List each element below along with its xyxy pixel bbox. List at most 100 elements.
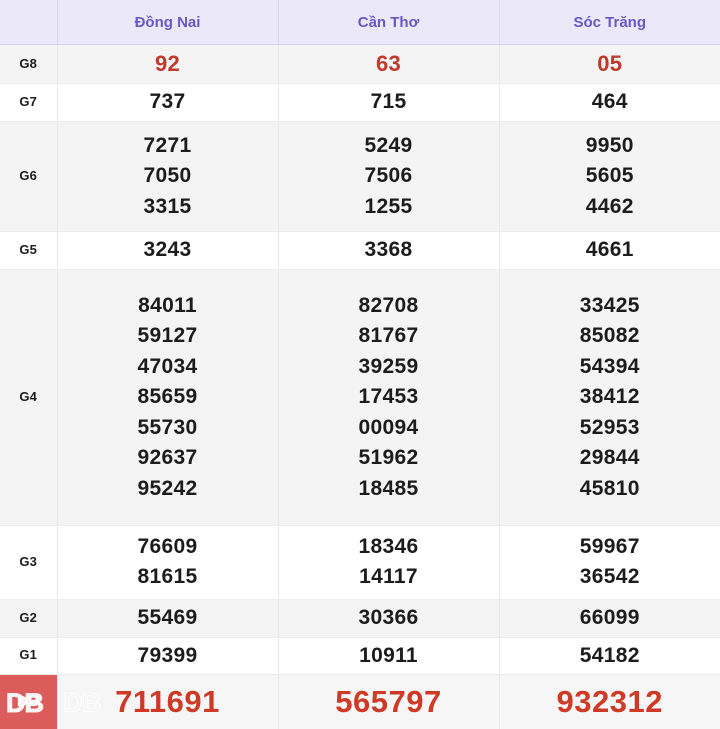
prize-cell-g4-dong-nai: 84011 59127 47034 85659 55730 92637 9524… [57, 269, 279, 526]
prize-cell-db-dong-nai: 711691 DB [57, 674, 279, 729]
table-row: G6 7271 7050 3315 5249 7506 1255 9950 56 [0, 121, 720, 233]
prize-number: 63 [375, 51, 402, 77]
table-row-special-prize: DB DB 711691 DB 565797 932312 [0, 674, 720, 729]
prize-cell-g8-can-tho: 63 [278, 44, 500, 85]
prize-number: 3315 [143, 194, 192, 218]
prize-label-g3: G3 [0, 525, 58, 600]
prize-number: 7050 [143, 164, 192, 188]
prize-number: 737 [149, 90, 186, 114]
prize-number: 10911 [359, 643, 418, 667]
prize-cell-g8-soc-trang: 05 [499, 44, 720, 85]
prize-cell-g3-can-tho: 18346 14117 [278, 525, 500, 600]
prize-number: 00094 [358, 415, 419, 439]
prize-number: 95242 [137, 476, 198, 500]
prize-number: 82708 [358, 293, 419, 317]
prize-number: 9950 [585, 133, 634, 157]
prize-label-g6: G6 [0, 121, 58, 233]
prize-label-g5: G5 [0, 231, 58, 270]
prize-number: 81767 [358, 324, 419, 348]
prize-cell-g3-soc-trang: 59967 36542 [499, 525, 720, 600]
prize-number: 66099 [579, 606, 640, 629]
prize-number: 30366 [358, 606, 419, 629]
prize-cell-g4-can-tho: 82708 81767 39259 17453 00094 51962 1848… [278, 269, 500, 526]
prize-number: 76609 [137, 534, 198, 558]
table-row: G1 79399 10911 54182 [0, 637, 720, 676]
watermark-overlay-secondary: DB [63, 687, 102, 718]
prize-number: 52953 [579, 415, 640, 439]
prize-cell-g5-dong-nai: 3243 [57, 231, 279, 270]
prize-cell-g6-can-tho: 5249 7506 1255 [278, 121, 500, 233]
prize-number: 33425 [579, 293, 640, 317]
prize-number: 92 [154, 51, 181, 77]
prize-number: 932312 [556, 683, 663, 719]
prize-cell-g8-dong-nai: 92 [57, 44, 279, 85]
prize-cell-g7-soc-trang: 464 [499, 83, 720, 122]
prize-number: 18346 [358, 534, 419, 558]
prize-number: 3243 [143, 238, 192, 262]
prize-cell-db-can-tho: 565797 [278, 674, 500, 729]
prize-cell-g7-can-tho: 715 [278, 83, 500, 122]
prize-number: 05 [597, 51, 623, 77]
prize-label-g7: G7 [0, 83, 58, 122]
prize-cell-g5-soc-trang: 4661 [499, 231, 720, 270]
prize-cell-g7-dong-nai: 737 [57, 83, 279, 122]
prize-label-g2: G2 [0, 599, 58, 638]
prize-number: 7506 [364, 164, 413, 188]
prize-cell-g4-soc-trang: 33425 85082 54394 38412 52953 29844 4581… [499, 269, 720, 526]
prize-number: 85082 [579, 324, 640, 348]
header-corner-cell [0, 0, 58, 45]
prize-number: 711691 [115, 683, 220, 719]
prize-number: 38412 [579, 385, 640, 409]
prize-cell-g6-soc-trang: 9950 5605 4462 [499, 121, 720, 233]
prize-cell-g2-can-tho: 30366 [278, 599, 500, 638]
prize-number: 1255 [364, 194, 413, 218]
prize-cell-g1-dong-nai: 79399 [57, 637, 279, 676]
prize-number: 54394 [579, 354, 640, 378]
prize-number: 47034 [137, 354, 198, 378]
prize-number: 55730 [137, 415, 198, 439]
table-row: G5 3243 3368 4661 [0, 231, 720, 270]
prize-number: 5605 [585, 164, 634, 188]
table-row: G2 55469 30366 66099 [0, 599, 720, 638]
header-province-can-tho[interactable]: Cần Thơ [278, 0, 500, 45]
header-province-dong-nai[interactable]: Đồng Nai [57, 0, 279, 45]
prize-number: 715 [370, 90, 407, 114]
prize-label-g4: G4 [0, 269, 58, 526]
prize-cell-db-soc-trang: 932312 [499, 674, 720, 729]
prize-cell-g1-soc-trang: 54182 [499, 637, 720, 676]
prize-number: 55469 [137, 606, 198, 629]
prize-cell-g5-can-tho: 3368 [278, 231, 500, 270]
header-row: Đồng Nai Cần Thơ Sóc Trăng [0, 0, 720, 45]
prize-number: 39259 [358, 354, 419, 378]
table-row: G4 84011 59127 47034 85659 55730 92637 9… [0, 269, 720, 526]
table-row: G8 92 63 05 [0, 44, 720, 85]
prize-cell-g1-can-tho: 10911 [278, 637, 500, 676]
prize-cell-g2-soc-trang: 66099 [499, 599, 720, 638]
prize-number: 4661 [585, 238, 634, 262]
prize-number: 5249 [364, 133, 413, 157]
prize-number: 17453 [358, 385, 419, 409]
prize-number: 29844 [579, 446, 640, 470]
prize-number: 3368 [364, 238, 413, 262]
table-row: G7 737 715 464 [0, 83, 720, 122]
prize-number: 85659 [137, 385, 198, 409]
prize-number: 84011 [138, 293, 197, 317]
prize-number: 18485 [358, 476, 419, 500]
prize-number: 464 [591, 90, 628, 114]
header-province-soc-trang[interactable]: Sóc Trăng [499, 0, 720, 45]
prize-number: 565797 [335, 683, 442, 719]
table-header: Đồng Nai Cần Thơ Sóc Trăng [0, 0, 720, 45]
db-label-text: DB [16, 693, 40, 711]
prize-number: 4462 [585, 194, 634, 218]
prize-cell-g2-dong-nai: 55469 [57, 599, 279, 638]
prize-number: 79399 [137, 643, 198, 667]
prize-number: 59127 [137, 324, 198, 348]
prize-label-g8: G8 [0, 44, 58, 85]
prize-label-db: DB DB [0, 674, 58, 729]
prize-number: 54182 [579, 643, 640, 667]
db-label-inner: DB DB [0, 675, 57, 729]
table-body: G8 92 63 05 G7 737 715 464 [0, 44, 720, 729]
prize-number: 59967 [579, 534, 640, 558]
prize-number: 81615 [137, 565, 198, 589]
